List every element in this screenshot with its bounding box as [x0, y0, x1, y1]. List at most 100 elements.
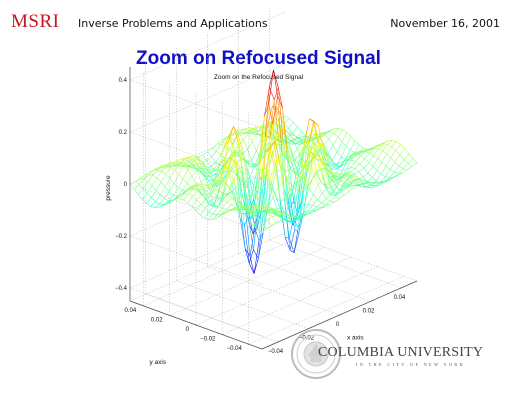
mesh-segment [286, 214, 292, 220]
mesh-segment [326, 130, 331, 134]
mesh-segment [215, 180, 221, 190]
mesh-segment [403, 168, 408, 170]
mesh-segment [319, 156, 324, 165]
mesh-segment [200, 178, 207, 183]
mesh-segment [355, 155, 361, 162]
mesh-segment [160, 194, 165, 199]
mesh-segment [168, 165, 174, 167]
mesh-segment [232, 192, 238, 194]
mesh-segment [259, 174, 266, 201]
mesh-segment [139, 174, 145, 179]
mesh-segment [277, 95, 283, 109]
mesh-segment [349, 168, 356, 173]
mesh-segment [265, 159, 272, 181]
mesh-segment [385, 165, 391, 170]
mesh-segment [340, 173, 347, 178]
mesh-segment [212, 147, 217, 152]
mesh-segment [301, 131, 306, 136]
mesh-segment [293, 190, 298, 219]
mesh-segment [151, 185, 157, 191]
mesh-segment [294, 137, 299, 140]
mesh-segment [229, 150, 235, 165]
mesh-segment [236, 152, 243, 159]
mesh-segment [293, 232, 300, 253]
mesh-segment [268, 211, 273, 217]
mesh-segment [218, 166, 224, 175]
mesh-segment [269, 99, 275, 138]
mesh-segment [300, 203, 305, 205]
mesh-segment [335, 179, 341, 185]
mesh-segment [269, 87, 275, 100]
mesh-segment [183, 165, 189, 170]
mesh-segment [273, 164, 279, 188]
mesh-segment [257, 176, 262, 215]
mesh-segment [299, 183, 306, 204]
mesh-segment [173, 174, 180, 184]
mesh-segment [206, 190, 211, 196]
mesh-segment [407, 163, 413, 167]
mesh-segment [295, 180, 302, 202]
mesh-segment [169, 191, 174, 196]
mesh-segment [185, 188, 191, 192]
mesh-segment [296, 169, 302, 182]
mesh-segment [172, 195, 178, 201]
mesh-segment [237, 193, 242, 205]
mesh-segment [316, 206, 321, 208]
mesh-segment [354, 144, 360, 153]
mesh-segment [340, 175, 346, 180]
mesh-segment [359, 178, 364, 185]
mesh-segment [339, 185, 346, 192]
mesh-segment [197, 190, 202, 196]
mesh-segment [187, 169, 193, 177]
mesh-segment [182, 169, 189, 180]
x-tick-label: 0.02 [363, 308, 375, 314]
mesh-segment [297, 190, 303, 193]
mesh-segment [332, 160, 337, 166]
mesh-segment [332, 180, 338, 182]
mesh-segment [285, 134, 290, 137]
mesh-segment [187, 202, 193, 207]
mesh-segment [297, 126, 302, 132]
mesh-segment [332, 151, 338, 161]
mesh-segment [371, 147, 376, 150]
mesh-segment [283, 214, 288, 217]
mesh-segment [354, 179, 360, 186]
mesh-segment [224, 136, 229, 146]
mesh-segment [345, 171, 351, 176]
mesh-segment [254, 209, 260, 215]
mesh-segment [403, 153, 410, 160]
mesh-segment [154, 206, 159, 208]
mesh-segment [228, 162, 235, 172]
grid-line [145, 293, 278, 343]
mesh-segment [285, 135, 291, 142]
mesh-segment [273, 87, 279, 100]
mesh-segment [290, 159, 296, 163]
z-tick-label: 0.4 [119, 78, 128, 84]
mesh-segment [318, 125, 324, 148]
mesh-segment [187, 183, 192, 188]
mesh-segment [229, 126, 234, 140]
mesh-segment [326, 198, 331, 202]
mesh-segment [154, 203, 160, 208]
mesh-segment [139, 178, 144, 180]
mesh-segment [173, 183, 179, 188]
mesh-segment [407, 166, 413, 170]
mesh-segment [341, 173, 346, 177]
surface-mesh [129, 69, 418, 274]
mesh-segment [229, 164, 236, 173]
mesh-segment [256, 208, 262, 212]
mesh-segment [318, 142, 325, 166]
mesh-segment [315, 208, 321, 211]
mesh-segment [309, 164, 315, 175]
mesh-segment [138, 194, 143, 200]
mesh-segment [351, 159, 356, 162]
mesh-segment [224, 157, 231, 168]
mesh-segment [142, 199, 147, 204]
mesh-segment [302, 145, 308, 180]
mesh-segment [321, 202, 326, 205]
mesh-segment [284, 169, 290, 173]
mesh-segment [252, 184, 258, 203]
mesh-segment [372, 177, 377, 181]
mesh-segment [253, 214, 258, 250]
